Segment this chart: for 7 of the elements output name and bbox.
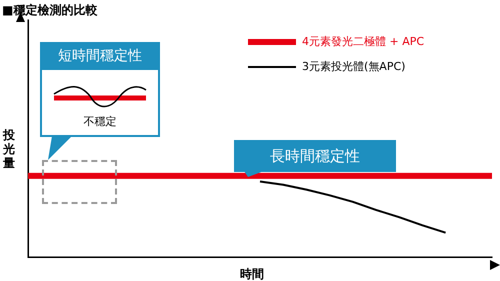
zoom-callout: 短時間穩定性 不穩定 <box>40 42 160 160</box>
legend-label: 3元素投光體(無APC) <box>302 60 406 73</box>
chart-title: ■穩定檢測的比較 <box>2 2 98 19</box>
legend-label: 4元素發光二極體 + APC <box>302 34 424 48</box>
callout-label: 長時間穩定性 <box>234 140 396 180</box>
y-axis-title: 投光量 <box>2 128 16 170</box>
x-axis-title: 時間 <box>240 266 264 281</box>
